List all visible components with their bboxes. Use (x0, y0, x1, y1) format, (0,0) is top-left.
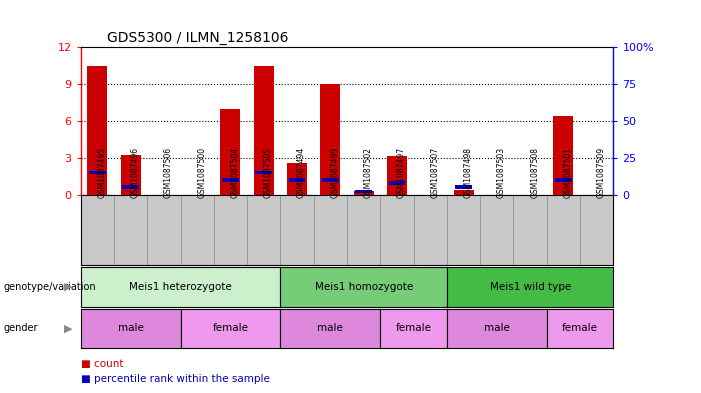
Bar (255, 171, 272, 174)
Bar (455, 185, 472, 189)
Text: ▶: ▶ (64, 282, 72, 292)
Text: GSM1087508: GSM1087508 (530, 147, 539, 198)
Bar (322, 178, 339, 182)
Text: GSM1087505: GSM1087505 (264, 147, 273, 198)
Text: Meis1 homozygote: Meis1 homozygote (315, 282, 413, 292)
Text: GSM1087496: GSM1087496 (130, 147, 139, 198)
Bar (221, 108, 240, 195)
Text: male: male (484, 323, 510, 333)
Bar (555, 178, 572, 182)
Bar (354, 191, 374, 195)
Text: female: female (395, 323, 432, 333)
Bar (320, 84, 341, 195)
Text: GSM1087497: GSM1087497 (397, 147, 406, 198)
Text: Meis1 heterozygote: Meis1 heterozygote (129, 282, 232, 292)
Text: GSM1087495: GSM1087495 (97, 147, 107, 198)
Bar (454, 189, 474, 195)
Bar (355, 190, 372, 193)
Text: GSM1087498: GSM1087498 (463, 147, 472, 198)
Text: GSM1087502: GSM1087502 (364, 147, 373, 198)
Bar (121, 155, 140, 195)
Bar (122, 185, 139, 189)
Bar (289, 178, 306, 182)
Bar (222, 178, 239, 182)
Text: GSM1087509: GSM1087509 (597, 147, 606, 198)
Text: ■ percentile rank within the sample: ■ percentile rank within the sample (81, 374, 269, 384)
Text: GSM1087500: GSM1087500 (197, 147, 206, 198)
Text: GSM1087507: GSM1087507 (430, 147, 440, 198)
Text: GSM1087503: GSM1087503 (497, 147, 506, 198)
Text: GSM1087506: GSM1087506 (164, 147, 173, 198)
Text: GSM1087501: GSM1087501 (564, 147, 573, 198)
Bar (554, 116, 573, 195)
Text: GSM1087499: GSM1087499 (330, 147, 339, 198)
Text: GSM1087504: GSM1087504 (231, 147, 240, 198)
Text: male: male (118, 323, 144, 333)
Text: ■ count: ■ count (81, 358, 123, 369)
Bar (388, 181, 405, 185)
Text: Meis1 wild type: Meis1 wild type (489, 282, 571, 292)
Bar (387, 156, 407, 195)
Text: genotype/variation: genotype/variation (4, 282, 96, 292)
Bar (89, 171, 106, 174)
Bar (287, 163, 307, 195)
Text: ▶: ▶ (64, 323, 72, 333)
Text: GDS5300 / ILMN_1258106: GDS5300 / ILMN_1258106 (107, 31, 289, 45)
Text: gender: gender (4, 323, 38, 333)
Text: GSM1087494: GSM1087494 (297, 147, 306, 198)
Text: female: female (562, 323, 598, 333)
Text: female: female (212, 323, 248, 333)
Bar (254, 66, 273, 195)
Bar (88, 66, 107, 195)
Text: male: male (318, 323, 343, 333)
